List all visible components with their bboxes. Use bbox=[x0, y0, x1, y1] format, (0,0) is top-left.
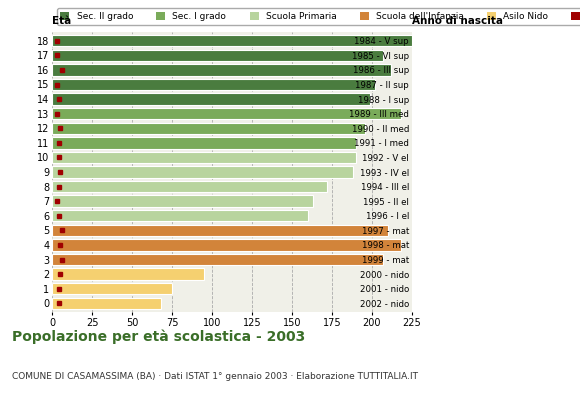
Bar bbox=[52, 79, 375, 90]
Bar bbox=[52, 93, 370, 105]
Bar bbox=[52, 108, 401, 119]
Bar bbox=[52, 210, 308, 222]
Text: Anno di nascita: Anno di nascita bbox=[412, 16, 503, 26]
Text: Popolazione per età scolastica - 2003: Popolazione per età scolastica - 2003 bbox=[12, 330, 305, 344]
Bar bbox=[52, 196, 313, 207]
Bar bbox=[52, 50, 383, 61]
Bar bbox=[52, 137, 356, 148]
Text: Età: Età bbox=[52, 16, 71, 26]
Bar bbox=[52, 239, 401, 251]
Bar bbox=[52, 166, 353, 178]
Bar bbox=[52, 268, 204, 280]
Bar bbox=[52, 152, 356, 163]
Bar bbox=[52, 35, 412, 46]
Text: COMUNE DI CASAMASSIMA (BA) · Dati ISTAT 1° gennaio 2003 · Elaborazione TUTTITALI: COMUNE DI CASAMASSIMA (BA) · Dati ISTAT … bbox=[12, 372, 418, 381]
Bar bbox=[52, 298, 161, 309]
Bar bbox=[52, 254, 383, 265]
Bar bbox=[52, 283, 172, 294]
Bar bbox=[52, 181, 327, 192]
Legend: Sec. II grado, Sec. I grado, Scuola Primaria, Scuola dell'Infanzia, Asilo Nido, : Sec. II grado, Sec. I grado, Scuola Prim… bbox=[57, 8, 580, 25]
Bar bbox=[52, 225, 388, 236]
Bar bbox=[52, 64, 391, 76]
Bar bbox=[52, 122, 365, 134]
